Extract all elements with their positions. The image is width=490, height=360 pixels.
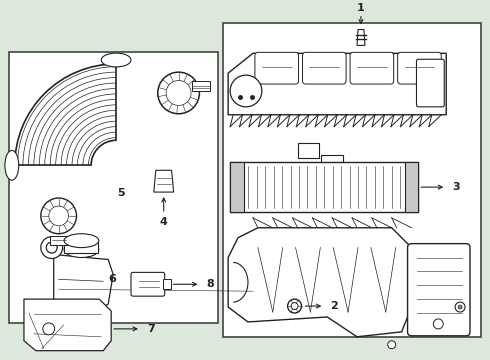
Bar bbox=[163, 279, 171, 289]
FancyBboxPatch shape bbox=[302, 52, 346, 84]
Bar bbox=[64, 240, 98, 253]
FancyBboxPatch shape bbox=[255, 52, 298, 84]
Circle shape bbox=[388, 341, 395, 349]
Bar bbox=[321, 156, 343, 171]
Ellipse shape bbox=[64, 242, 99, 257]
Polygon shape bbox=[54, 255, 113, 312]
FancyBboxPatch shape bbox=[350, 52, 393, 84]
Circle shape bbox=[166, 81, 191, 105]
Text: 4: 4 bbox=[160, 217, 168, 227]
Circle shape bbox=[41, 237, 63, 258]
Bar bbox=[297, 143, 319, 158]
Ellipse shape bbox=[101, 53, 131, 67]
Circle shape bbox=[46, 242, 57, 253]
Circle shape bbox=[158, 72, 199, 114]
Text: 1: 1 bbox=[357, 3, 365, 13]
Text: 5: 5 bbox=[117, 188, 125, 198]
Circle shape bbox=[291, 303, 298, 310]
Ellipse shape bbox=[5, 150, 19, 180]
Ellipse shape bbox=[64, 234, 99, 248]
Bar bbox=[223, 23, 481, 337]
Text: 6: 6 bbox=[108, 274, 116, 284]
FancyBboxPatch shape bbox=[131, 273, 165, 296]
Text: 8: 8 bbox=[206, 279, 214, 289]
Bar bbox=[230, 162, 418, 212]
Polygon shape bbox=[24, 299, 111, 351]
Circle shape bbox=[41, 198, 76, 234]
Bar bbox=[230, 162, 244, 212]
Circle shape bbox=[455, 302, 465, 312]
Circle shape bbox=[49, 206, 69, 226]
Bar bbox=[49, 236, 68, 244]
Bar bbox=[405, 162, 418, 212]
Circle shape bbox=[288, 299, 301, 313]
Polygon shape bbox=[154, 170, 173, 192]
Text: 7: 7 bbox=[147, 324, 155, 334]
Text: 3: 3 bbox=[452, 182, 460, 192]
Bar bbox=[7, 162, 17, 168]
Circle shape bbox=[458, 305, 462, 309]
FancyBboxPatch shape bbox=[408, 244, 470, 336]
Circle shape bbox=[43, 323, 55, 335]
Polygon shape bbox=[357, 30, 365, 45]
Bar bbox=[193, 81, 210, 91]
Polygon shape bbox=[228, 53, 446, 115]
Circle shape bbox=[230, 75, 262, 107]
Bar bbox=[9, 52, 218, 323]
Polygon shape bbox=[228, 228, 412, 337]
Circle shape bbox=[433, 319, 443, 329]
FancyBboxPatch shape bbox=[398, 52, 441, 84]
FancyBboxPatch shape bbox=[416, 59, 444, 107]
Text: 2: 2 bbox=[330, 301, 338, 311]
Bar bbox=[113, 54, 119, 66]
